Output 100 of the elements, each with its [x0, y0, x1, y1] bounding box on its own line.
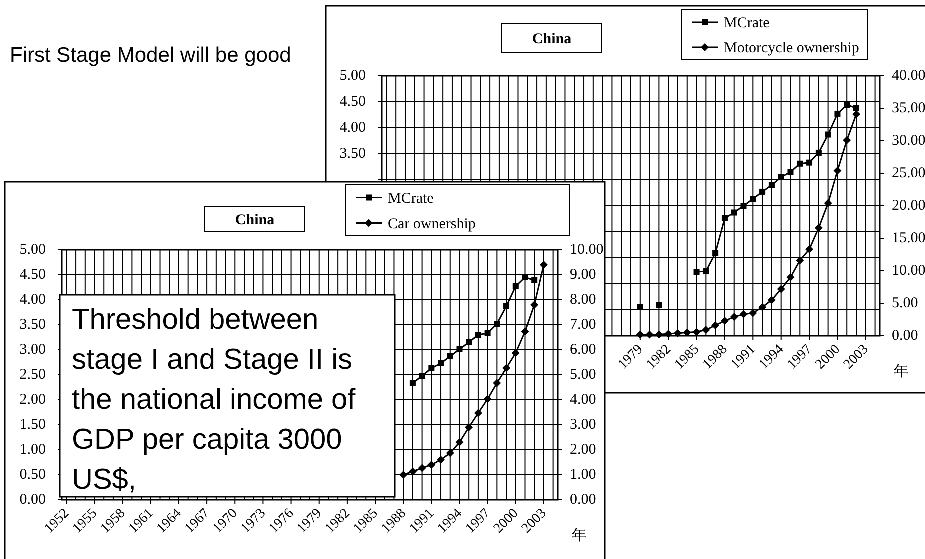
point — [854, 105, 860, 112]
y2-tick-label: 3.00 — [570, 417, 596, 433]
point — [683, 328, 692, 337]
point — [852, 110, 861, 118]
point — [834, 166, 842, 175]
point — [502, 364, 511, 372]
point — [646, 330, 654, 339]
point — [636, 330, 644, 339]
point — [493, 379, 502, 388]
point — [814, 224, 823, 232]
y2-tick-label: 4.00 — [570, 392, 596, 408]
point — [786, 274, 795, 282]
point — [788, 169, 794, 176]
point — [816, 150, 822, 156]
point — [494, 321, 500, 327]
point — [758, 303, 767, 312]
point — [465, 424, 474, 432]
y-tick-label: 3.00 — [20, 342, 46, 358]
point — [400, 471, 408, 479]
point — [740, 203, 747, 209]
point — [768, 182, 775, 188]
point — [703, 268, 710, 275]
y-tick-label: 4.50 — [20, 267, 46, 283]
point — [466, 340, 472, 346]
y2-tick-label: 1.00 — [570, 467, 596, 483]
y2-tick-label: 0.00 — [570, 492, 596, 508]
point — [768, 296, 776, 304]
legend-label: MCrate — [388, 190, 434, 207]
point — [664, 330, 673, 338]
point — [824, 199, 832, 208]
point — [720, 317, 729, 326]
point — [843, 136, 852, 144]
point — [655, 330, 664, 339]
y-tick-label: 5.00 — [340, 68, 366, 84]
y2-tick-label: 35.00 — [892, 100, 925, 116]
point — [410, 380, 416, 386]
y-tick-label: 1.00 — [20, 442, 46, 458]
point — [419, 373, 426, 379]
y2-tick-label: 6.00 — [570, 342, 596, 358]
y-tick-label: 1.50 — [20, 417, 46, 433]
point — [484, 395, 492, 404]
y-tick-label: 2.00 — [20, 392, 46, 408]
point — [702, 326, 710, 334]
y2-tick-label: 15.00 — [892, 230, 925, 246]
y2-tick-label: 30.00 — [892, 133, 925, 149]
chart-title: China — [235, 212, 276, 228]
y-tick-label: 0.50 — [20, 467, 46, 483]
point — [532, 278, 538, 284]
text: First Stage Model will be good — [10, 44, 292, 67]
point — [418, 464, 426, 472]
y-tick-label: 3.50 — [340, 146, 366, 162]
y2-tick-label: 25.00 — [892, 166, 925, 182]
point — [834, 110, 841, 117]
y2-tick-label: 8.00 — [570, 292, 596, 308]
y2-tick-label: 0.00 — [892, 328, 918, 344]
y2-tick-label: 5.00 — [570, 367, 596, 383]
y2-tick-label: 10.00 — [892, 263, 925, 279]
point — [428, 461, 436, 469]
point — [740, 310, 748, 319]
point — [731, 210, 738, 216]
y-tick-label: 4.50 — [340, 94, 366, 110]
x-axis-title: 年 — [572, 527, 587, 544]
point — [474, 409, 482, 418]
point — [806, 246, 814, 254]
point — [722, 215, 728, 222]
y-tick-label: 4.00 — [340, 120, 366, 136]
point — [504, 304, 510, 310]
point — [475, 332, 482, 338]
y-tick-label: 4.00 — [20, 292, 46, 308]
point — [456, 438, 464, 446]
point — [844, 102, 850, 108]
point — [656, 302, 662, 308]
legend-label: Motorcycle ownership — [724, 40, 860, 56]
point — [712, 250, 719, 256]
legend-label: Car ownership — [388, 216, 476, 232]
annotation: Threshold between stage I and Stage II is the national income of GDP per capita 3000 US$, — [72, 304, 357, 496]
y-tick-label: 0.00 — [20, 492, 46, 508]
point — [428, 366, 435, 372]
y2-tick-label: 9.00 — [570, 267, 596, 283]
y-tick-label: 2.50 — [20, 367, 46, 383]
x-tick-label: 1961 — [126, 506, 157, 537]
x-tick-label: 1991 — [728, 342, 759, 373]
y2-tick-label: 2.00 — [570, 442, 596, 458]
point — [825, 132, 832, 138]
chart-title: China — [532, 32, 572, 48]
y-tick-label: 3.50 — [20, 317, 46, 333]
y2-tick-label: 10.00 — [570, 242, 604, 258]
point — [530, 301, 539, 309]
y-tick-label: 5.00 — [20, 242, 46, 258]
point — [777, 285, 786, 294]
point — [540, 261, 548, 269]
point — [694, 269, 700, 276]
point — [797, 160, 804, 167]
y2-tick-label: 5.00 — [892, 296, 918, 312]
point — [456, 346, 463, 352]
point — [437, 456, 446, 464]
x-axis-title: 年 — [894, 363, 909, 380]
y2-tick-label: 40.00 — [892, 68, 925, 84]
point — [806, 160, 813, 166]
point — [521, 328, 530, 336]
